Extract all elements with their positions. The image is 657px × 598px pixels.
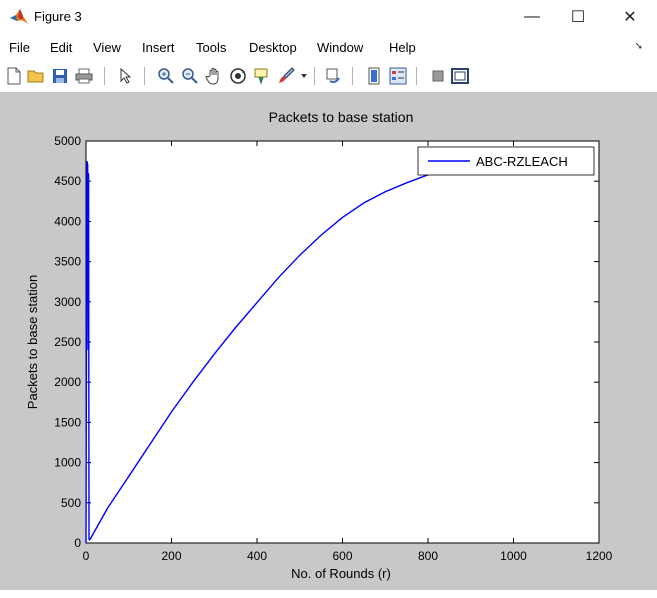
menu-window[interactable]: Window bbox=[317, 40, 364, 55]
x-tick-label: 0 bbox=[83, 549, 90, 563]
zoom-out-icon[interactable] bbox=[180, 66, 200, 86]
x-tick-label: 400 bbox=[247, 549, 267, 563]
minimize-button[interactable]: — bbox=[509, 0, 555, 34]
series-line-abc-rzleach bbox=[85, 160, 439, 544]
toolbar-separator bbox=[144, 67, 145, 85]
menu-view[interactable]: View bbox=[93, 40, 121, 55]
menu-overflow-icon[interactable]: ➘ bbox=[634, 41, 643, 52]
hide-plot-tools-icon[interactable] bbox=[428, 66, 448, 86]
window-title: Figure 3 bbox=[34, 9, 82, 24]
title-bar: Figure 3 — ☐ ✕ bbox=[0, 0, 657, 34]
toolbar bbox=[0, 60, 657, 93]
close-button[interactable]: ✕ bbox=[607, 0, 653, 34]
y-tick-label: 0 bbox=[74, 536, 81, 550]
y-tick-label: 4500 bbox=[54, 174, 81, 188]
pan-icon[interactable] bbox=[204, 66, 224, 86]
maximize-button[interactable]: ☐ bbox=[555, 0, 601, 34]
show-plot-tools-icon[interactable] bbox=[450, 66, 470, 86]
x-axis-label: No. of Rounds (r) bbox=[291, 566, 391, 581]
x-tick-label: 1000 bbox=[500, 549, 527, 563]
maximize-icon: ☐ bbox=[570, 9, 586, 26]
legend-label: ABC-RZLEACH bbox=[476, 154, 568, 169]
x-tick-label: 800 bbox=[418, 549, 438, 563]
close-icon: ✕ bbox=[623, 9, 637, 26]
zoom-in-icon[interactable] bbox=[156, 66, 176, 86]
toolbar-separator bbox=[104, 67, 105, 85]
chart-title: Packets to base station bbox=[269, 109, 414, 125]
plot-figure: Packets to base station 0 200 400 600 800 100… bbox=[25, 109, 613, 581]
toolbar-separator bbox=[352, 67, 353, 85]
y-tick-label: 4000 bbox=[54, 214, 81, 228]
brush-dropdown-icon[interactable] bbox=[294, 66, 314, 86]
y-tick-label: 2500 bbox=[54, 335, 81, 349]
save-icon[interactable] bbox=[50, 66, 70, 86]
y-tick-label: 5000 bbox=[54, 134, 81, 148]
x-tick-label: 200 bbox=[161, 549, 181, 563]
matlab-logo-icon bbox=[10, 9, 28, 24]
open-file-icon[interactable] bbox=[26, 66, 46, 86]
link-plot-icon[interactable] bbox=[324, 66, 344, 86]
data-cursor-icon[interactable] bbox=[252, 66, 272, 86]
legend[interactable]: ABC-RZLEACH bbox=[417, 146, 595, 176]
menu-insert[interactable]: Insert bbox=[142, 40, 175, 55]
legend-icon[interactable] bbox=[388, 66, 408, 86]
y-tick-label: 3500 bbox=[54, 255, 81, 269]
rotate-3d-icon[interactable] bbox=[228, 66, 248, 86]
print-icon[interactable] bbox=[74, 66, 94, 86]
toolbar-separator bbox=[314, 67, 315, 85]
y-tick-label: 500 bbox=[61, 496, 81, 510]
pointer-icon[interactable] bbox=[116, 66, 136, 86]
menu-help[interactable]: Help bbox=[389, 40, 416, 55]
x-axis: 0 200 400 600 800 1000 1200 bbox=[83, 141, 613, 563]
y-axis: 0 500 1000 1500 2000 2500 3000 3500 4000 4500 5000 bbox=[54, 134, 599, 550]
brush-icon[interactable] bbox=[276, 66, 296, 86]
y-tick-label: 3000 bbox=[54, 295, 81, 309]
toolbar-separator bbox=[416, 67, 417, 85]
x-tick-label: 600 bbox=[332, 549, 352, 563]
bottom-border bbox=[0, 590, 657, 593]
y-tick-label: 1000 bbox=[54, 456, 81, 470]
plot-area[interactable] bbox=[85, 140, 600, 544]
figure-canvas[interactable]: Packets to base station 0 200 400 600 800 100… bbox=[0, 92, 657, 593]
menu-edit[interactable]: Edit bbox=[50, 40, 73, 55]
y-tick-label: 2000 bbox=[54, 375, 81, 389]
x-tick-label: 1200 bbox=[586, 549, 613, 563]
menu-file[interactable]: File bbox=[9, 40, 30, 55]
menu-desktop[interactable]: Desktop bbox=[249, 40, 297, 55]
new-figure-icon[interactable] bbox=[4, 66, 24, 86]
y-axis-label: Packets to base station bbox=[25, 275, 40, 409]
colorbar-icon[interactable] bbox=[364, 66, 384, 86]
menu-tools[interactable]: Tools bbox=[196, 40, 227, 55]
menu-bar: File Edit View Insert Tools Desktop Wind… bbox=[0, 34, 657, 60]
minimize-icon: — bbox=[524, 8, 540, 25]
y-tick-label: 1500 bbox=[54, 415, 81, 429]
